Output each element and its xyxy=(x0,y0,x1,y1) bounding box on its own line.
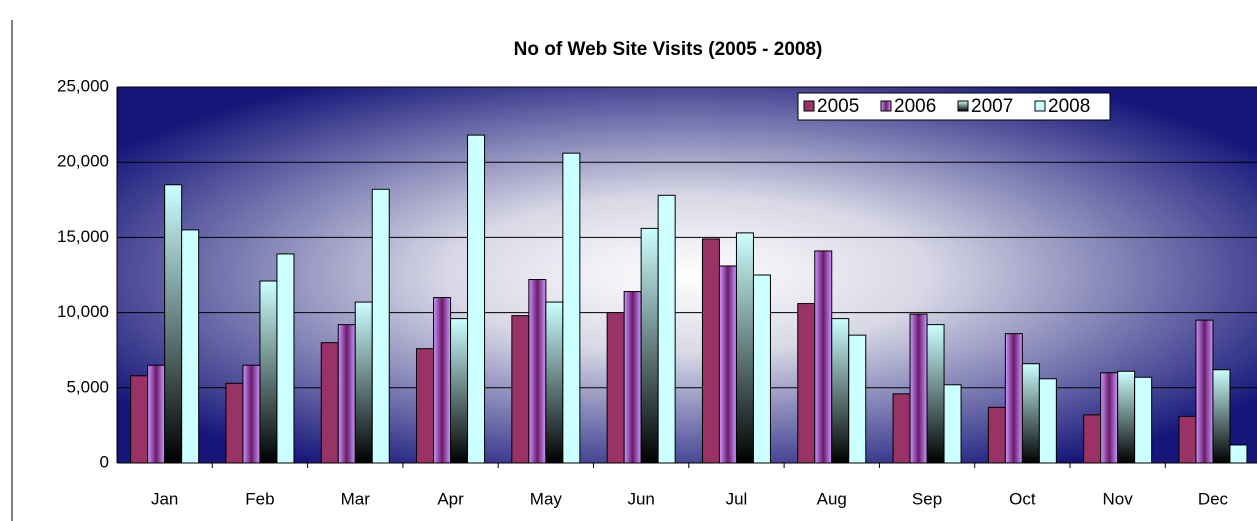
bar xyxy=(606,312,625,464)
bar xyxy=(1004,333,1023,464)
legend-label: 2008 xyxy=(1048,96,1090,117)
x-tick-label: Nov xyxy=(1103,489,1134,508)
bar xyxy=(1117,370,1136,464)
bar xyxy=(259,280,278,464)
bar xyxy=(701,238,720,464)
x-tick-label: Feb xyxy=(245,489,274,508)
legend-swatch xyxy=(957,100,969,112)
bar xyxy=(562,152,581,464)
bar xyxy=(848,334,867,464)
bar xyxy=(164,184,183,464)
bar xyxy=(242,364,261,464)
bar xyxy=(640,227,659,464)
bar xyxy=(371,188,390,464)
bar xyxy=(354,301,373,464)
legend-label: 2006 xyxy=(894,96,936,117)
legend-swatch xyxy=(880,100,892,112)
bar xyxy=(181,229,200,464)
x-tick-label: Oct xyxy=(1009,489,1036,508)
bar xyxy=(1021,363,1040,464)
bar xyxy=(130,375,149,464)
x-tick-label: Jan xyxy=(151,489,178,508)
x-tick-label: Apr xyxy=(437,489,464,508)
y-tick-label: 25,000 xyxy=(57,76,109,95)
bar xyxy=(1134,376,1153,464)
bar xyxy=(909,313,928,464)
bar xyxy=(1100,372,1119,464)
bar xyxy=(943,384,962,464)
plot-area xyxy=(117,87,1257,463)
bar xyxy=(892,393,911,464)
x-tick-label: Aug xyxy=(817,489,847,508)
bar xyxy=(467,134,486,464)
x-tick-label: May xyxy=(530,489,563,508)
y-tick-label: 0 xyxy=(100,452,109,471)
bar xyxy=(1195,319,1214,464)
chart-title: No of Web Site Visits (2005 - 2008) xyxy=(514,39,823,60)
bar xyxy=(147,364,166,464)
bar xyxy=(225,382,244,464)
bar xyxy=(1178,415,1197,464)
y-tick-label: 20,000 xyxy=(57,152,109,171)
bar xyxy=(718,265,737,464)
legend-swatch xyxy=(1034,100,1046,112)
bar xyxy=(276,253,295,464)
legend-label: 2007 xyxy=(971,96,1013,117)
bar xyxy=(528,279,547,464)
bar xyxy=(511,315,530,464)
bar xyxy=(831,318,850,464)
bar xyxy=(337,324,356,464)
bar xyxy=(623,291,642,464)
x-tick-label: Jun xyxy=(627,489,654,508)
legend-label: 2005 xyxy=(817,96,859,117)
bar xyxy=(1038,378,1057,464)
bar xyxy=(926,324,945,464)
bar xyxy=(1083,414,1102,464)
bar xyxy=(416,348,435,464)
bar xyxy=(657,194,676,464)
bar xyxy=(735,232,754,464)
x-tick-label: Jul xyxy=(726,489,748,508)
x-tick-label: Mar xyxy=(341,489,371,508)
bar xyxy=(752,274,771,464)
bar xyxy=(814,250,833,464)
x-tick-label: Sep xyxy=(912,489,942,508)
y-tick-label: 5,000 xyxy=(66,377,109,396)
y-tick-label: 10,000 xyxy=(57,302,109,321)
bar xyxy=(433,297,452,464)
bar xyxy=(987,406,1006,464)
bar xyxy=(797,303,816,464)
legend xyxy=(797,92,1111,121)
bar xyxy=(1212,369,1231,464)
legend-swatch xyxy=(803,100,815,112)
bar xyxy=(320,342,339,464)
y-tick-label: 15,000 xyxy=(57,227,109,246)
x-tick-label: Dec xyxy=(1198,489,1229,508)
bar xyxy=(1229,444,1248,464)
bar xyxy=(450,318,469,464)
bar xyxy=(545,301,564,464)
